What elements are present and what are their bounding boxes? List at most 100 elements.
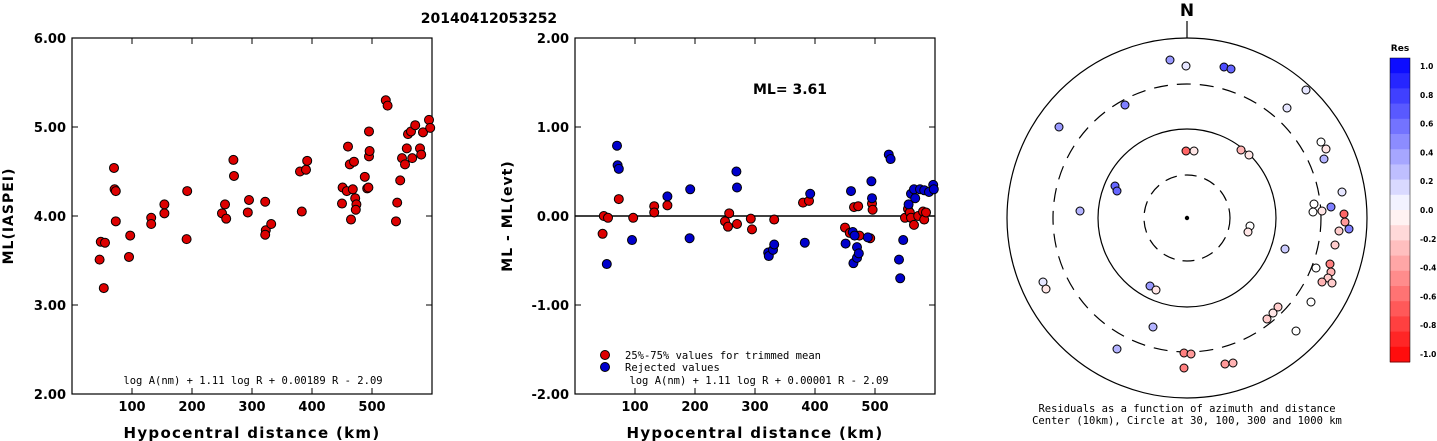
residual-point — [1334, 226, 1344, 236]
x-tick-label: 500 — [358, 400, 385, 415]
data-point — [159, 208, 170, 219]
data-point — [731, 166, 742, 177]
colorbar-cell — [1390, 134, 1410, 150]
residual-point — [1179, 363, 1189, 373]
data-point — [401, 143, 412, 154]
data-point — [395, 175, 406, 186]
data-point — [685, 184, 696, 195]
residual-point — [1317, 206, 1327, 216]
data-point — [94, 254, 105, 265]
data-point — [349, 156, 359, 167]
data-point — [363, 182, 374, 193]
residual-point — [1186, 349, 1196, 359]
data-point — [424, 114, 434, 125]
residual-point — [1244, 150, 1254, 160]
data-point — [903, 199, 914, 210]
residual-point — [1321, 144, 1331, 154]
data-point — [684, 233, 695, 244]
data-point — [110, 186, 121, 197]
y-tick-label: 5.00 — [34, 121, 66, 136]
data-point — [603, 212, 613, 223]
data-point — [627, 235, 637, 246]
colorbar-tick-label: -0.4 — [1420, 264, 1436, 273]
y-tick-label: 4.00 — [34, 210, 66, 225]
legend-marker-rejected — [600, 362, 610, 372]
colorbar-tick-label: 1.0 — [1420, 62, 1433, 71]
residual-point — [1243, 227, 1253, 237]
x-tick-label: 200 — [178, 400, 205, 415]
colorbar-cell — [1390, 240, 1410, 257]
caption-line-2: Center (10km), Circle at 30, 100, 300 an… — [1032, 415, 1342, 427]
data-point — [124, 251, 134, 262]
data-point — [109, 162, 119, 173]
colorbar-cell — [1390, 301, 1410, 317]
data-point — [866, 176, 877, 187]
y-tick-label: -1.00 — [532, 299, 569, 314]
x-tick-label: 300 — [741, 400, 768, 415]
residual-point — [1344, 224, 1354, 234]
data-point — [260, 196, 271, 207]
residual-point — [1262, 314, 1272, 324]
y-ticks: 2.00 3.00 4.00 5.00 6.00 — [34, 32, 432, 403]
residual-point — [1148, 322, 1158, 332]
data-point — [867, 193, 877, 204]
data-point — [364, 146, 375, 157]
residual-point — [1181, 146, 1191, 156]
residual-point — [1228, 358, 1238, 368]
data-point — [894, 254, 904, 265]
data-point — [400, 159, 410, 170]
data-point — [146, 219, 157, 230]
x-tick-label: 200 — [681, 400, 708, 415]
data-point — [921, 207, 931, 218]
data-point — [840, 238, 851, 249]
center-dot — [1184, 215, 1190, 221]
colorbar-tick-label: 0.8 — [1420, 91, 1433, 100]
residual-point — [1330, 240, 1340, 250]
residual-point — [1325, 259, 1335, 269]
colorbar-labels: 1.0 0.8 0.6 0.4 0.2 0.0 -0.2 -0.4 -0.6 -0.8 -1.0 — [1420, 62, 1436, 359]
data-point — [662, 200, 673, 211]
data-point — [745, 213, 756, 224]
formula-annotation: log A(nm) + 1.11 log R + 0.00189 R - 2.0… — [123, 375, 382, 387]
data-point — [337, 198, 347, 209]
y-tick-label: 2.00 — [537, 32, 569, 47]
residual-point — [1236, 145, 1246, 155]
residual-point — [1226, 64, 1236, 74]
colorbar-cell — [1390, 58, 1410, 74]
data-point — [425, 122, 436, 133]
data-point — [628, 212, 639, 223]
residual-point — [1220, 359, 1230, 369]
residual-point — [1273, 302, 1283, 312]
ml-value-label: ML= 3.61 — [753, 82, 827, 98]
residual-point — [1337, 187, 1347, 197]
data-point — [242, 207, 253, 218]
data-point — [266, 219, 277, 230]
data-point — [391, 216, 401, 227]
y-ticks: -2.00 -1.00 0.00 1.00 2.00 — [532, 32, 935, 403]
data-point — [613, 194, 624, 205]
colorbar: Res 1.0 0.8 0.6 0.4 0.2 0.0 -0.2 -0.4 -0.6 -0.8 -1… — [1389, 44, 1436, 363]
residual-point — [1309, 199, 1319, 209]
colorbar-tick-label: -0.2 — [1420, 235, 1436, 244]
y-tick-label: 0.00 — [537, 210, 569, 225]
colorbar-cell — [1390, 88, 1410, 105]
x-tick-label: 400 — [298, 400, 325, 415]
residual-point — [1311, 263, 1321, 273]
data-point — [410, 120, 421, 131]
colorbar-cell — [1390, 164, 1410, 181]
residual-point — [1340, 217, 1350, 227]
data-point — [182, 186, 193, 197]
figure-title: 20140412053252 — [421, 11, 557, 27]
residual-point — [1317, 277, 1327, 287]
data-point — [301, 164, 311, 175]
residual-point — [1112, 344, 1122, 354]
data-point — [110, 216, 121, 227]
x-tick-label: 400 — [801, 400, 828, 415]
data-point — [98, 283, 109, 294]
colorbar-tick-label: -1.0 — [1420, 350, 1436, 359]
residual-point — [1327, 278, 1337, 288]
colorbar-cell — [1390, 179, 1410, 196]
data-point — [862, 232, 873, 243]
data-point — [346, 214, 356, 225]
y-axis-label: ML - ML(evt) — [500, 160, 516, 271]
